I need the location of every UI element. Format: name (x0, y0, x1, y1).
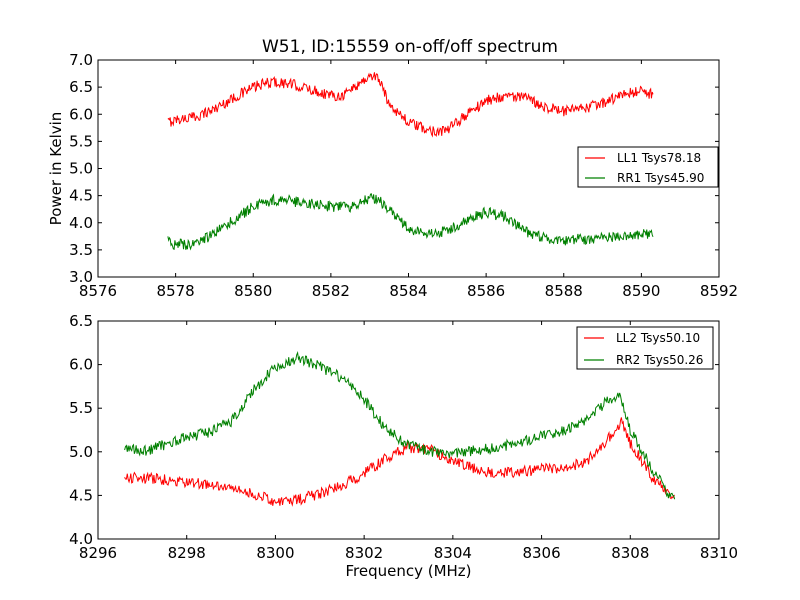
y-tick-label: 4.0 (69, 214, 93, 232)
series-line-2 (167, 193, 654, 251)
y-tick-label: 3.5 (69, 241, 93, 259)
y-tick-label: 5.0 (69, 160, 93, 178)
x-tick-label: 8578 (157, 282, 195, 300)
y-tick-label: 7.0 (69, 51, 93, 69)
x-tick-label: 8584 (389, 282, 427, 300)
bottom-panel: 8296 8298 8300 8302 8304 8306 8308 8310 4.0 4.5 5.… (69, 312, 738, 580)
legend-box (577, 146, 719, 188)
y-tick-label: 6.0 (69, 356, 93, 374)
x-tick-label: 8590 (622, 282, 660, 300)
x-tick-label: 8302 (345, 544, 383, 562)
x-tick-label: 8296 (79, 544, 117, 562)
series-line-1 (167, 72, 654, 138)
x-tick-label: 8582 (312, 282, 350, 300)
y-tick-label: 6.5 (69, 312, 93, 330)
chart-title: W51, ID:15559 on-off/off spectrum (262, 37, 558, 57)
x-tick-label: 8298 (168, 544, 206, 562)
legend-box (576, 326, 714, 370)
x-tick-label: 8580 (234, 282, 272, 300)
x-tick-label: 8308 (611, 544, 649, 562)
y-tick-label: 4.5 (69, 187, 93, 205)
legend: LL2 Tsys50.10 RR2 Tsys50.26 (576, 326, 714, 370)
x-tick-label: 8576 (79, 282, 117, 300)
y-tick-label: 3.0 (69, 268, 93, 286)
y-axis-label: Power in Kelvin (47, 112, 65, 226)
legend-entry: RR2 Tsys50.26 (616, 353, 703, 367)
legend: LL1 Tsys78.18 RR1 Tsys45.90 (577, 146, 719, 188)
legend-entry: LL2 Tsys50.10 (616, 331, 700, 345)
y-tick-label: 5.0 (69, 443, 93, 461)
series-line-1 (124, 417, 675, 507)
x-axis-label: Frequency (MHz) (345, 562, 471, 580)
y-tick-label: 5.5 (69, 399, 93, 417)
series-line-2 (124, 350, 676, 500)
x-tick-label: 8306 (522, 544, 560, 562)
x-tick-label: 8310 (700, 544, 738, 562)
y-tick-label: 6.0 (69, 105, 93, 123)
x-tick-label: 8588 (545, 282, 583, 300)
legend-entry: LL1 Tsys78.18 (617, 151, 701, 165)
x-tick-label: 8304 (434, 544, 472, 562)
y-tick-label: 5.5 (69, 132, 93, 150)
top-panel: 8576 8578 8580 8582 8584 8586 8588 8590 8592 3.0 3… (47, 51, 738, 300)
y-tick-label: 4.0 (69, 530, 93, 548)
y-tick-label: 4.5 (69, 486, 93, 504)
x-tick-label: 8592 (700, 282, 738, 300)
legend-entry: RR1 Tsys45.90 (617, 171, 704, 185)
x-tick-label: 8300 (256, 544, 294, 562)
y-tick-label: 6.5 (69, 78, 93, 96)
x-tick-label: 8586 (467, 282, 505, 300)
